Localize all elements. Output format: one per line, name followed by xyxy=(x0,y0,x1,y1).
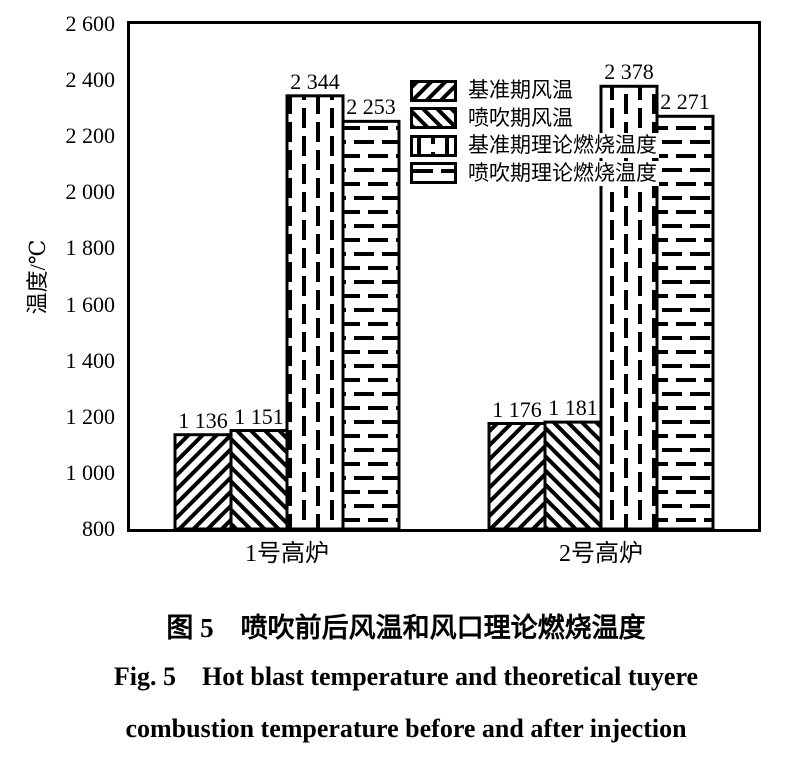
y-tick-label: 2 000 xyxy=(65,179,116,205)
y-tick-label: 800 xyxy=(82,516,115,541)
bar-value-label: 1 181 xyxy=(548,395,598,421)
bar-value-label: 1 151 xyxy=(234,403,284,429)
plot-frame xyxy=(127,21,761,532)
diag-forward-swatch-icon xyxy=(410,79,457,102)
bars-group xyxy=(173,84,715,529)
y-tick-label: 2 400 xyxy=(65,67,116,93)
plot-area xyxy=(173,84,715,529)
y-tick-label: 1 800 xyxy=(65,235,116,261)
legend-item: 喷吹期理论燃烧温度 xyxy=(410,160,659,186)
y-tick-label: 2 200 xyxy=(65,123,116,149)
bar-series-0-group-0 xyxy=(173,433,233,529)
x-category-label: 2号高炉 xyxy=(559,541,643,567)
legend-item: 喷吹期风温 xyxy=(410,105,575,131)
legend-label: 喷吹期理论燃烧温度 xyxy=(466,160,659,186)
legend-item: 基准期理论燃烧温度 xyxy=(410,133,659,158)
caption-en-line1: Fig. 5 Hot blast temperature and theoret… xyxy=(113,662,699,691)
legend-label: 基准期理论燃烧温度 xyxy=(466,133,659,158)
bar-value-label: 1 136 xyxy=(178,407,228,433)
y-tick-label: 1 400 xyxy=(65,347,116,373)
y-tick-label: 1 600 xyxy=(65,291,116,317)
bar-series-0-group-1 xyxy=(487,422,547,529)
legend-label: 喷吹期风温 xyxy=(466,105,575,131)
bar-value-label: 2 271 xyxy=(660,89,710,115)
legend-item: 基准期风温 xyxy=(410,78,575,103)
caption-zh: 图 5 喷吹前后风温和风口理论燃烧温度 xyxy=(166,613,646,643)
bar-value-label: 2 344 xyxy=(290,68,340,94)
bar-series-2-group-1 xyxy=(599,84,659,529)
y-tick-label: 2 600 xyxy=(65,11,116,36)
bar-series-1-group-0 xyxy=(229,429,289,529)
bar-series-1-group-1 xyxy=(543,420,603,529)
bar-value-label: 2 253 xyxy=(346,94,396,120)
bar-value-label: 1 176 xyxy=(492,396,542,422)
bar-value-label: 2 378 xyxy=(604,59,654,85)
x-category-label: 1号高炉 xyxy=(245,541,329,567)
y-tick-label: 1 200 xyxy=(65,403,116,429)
bar-series-3-group-1 xyxy=(655,114,715,529)
vertical-dash-swatch-icon xyxy=(410,134,457,157)
bar-series-3-group-0 xyxy=(341,119,401,529)
horizontal-dash-swatch-icon xyxy=(410,162,457,184)
bar-series-2-group-0 xyxy=(285,94,345,529)
caption-en-line2: combustion temperature before and after … xyxy=(125,714,687,743)
y-tick-label: 1 000 xyxy=(65,459,116,485)
diag-backward-swatch-icon xyxy=(410,107,457,129)
legend-label: 基准期风温 xyxy=(466,78,575,103)
